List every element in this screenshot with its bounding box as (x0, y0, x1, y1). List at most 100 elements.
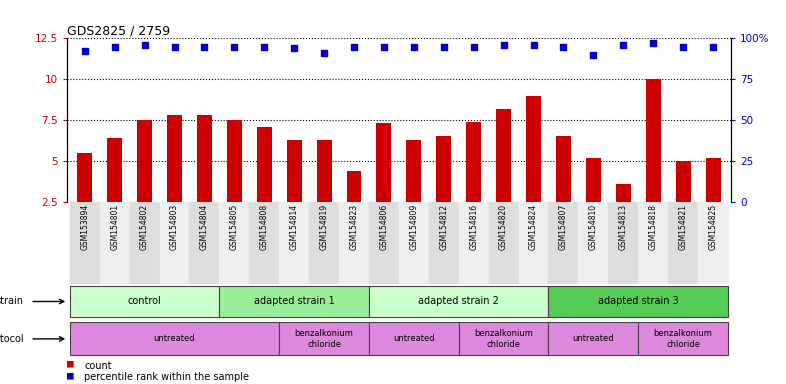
Text: ■: ■ (67, 359, 74, 369)
Bar (556, 136, 571, 242)
Bar (496, 109, 511, 242)
Bar (70, 202, 100, 284)
Bar (668, 202, 698, 284)
Bar (317, 140, 332, 242)
Bar (160, 202, 189, 284)
Point (498, 42, 510, 48)
Bar (197, 115, 212, 242)
Point (347, 43, 360, 50)
Bar (615, 184, 630, 242)
Bar (586, 157, 601, 242)
Bar (519, 202, 549, 284)
Text: GSM154814: GSM154814 (290, 204, 299, 250)
Text: GSM154805: GSM154805 (230, 204, 239, 250)
Bar (676, 161, 691, 242)
Point (318, 50, 330, 56)
Bar (287, 140, 302, 242)
Point (138, 42, 151, 48)
Bar (257, 127, 272, 242)
Bar (466, 122, 481, 242)
Bar (646, 79, 661, 242)
Text: GSM154806: GSM154806 (380, 204, 388, 250)
Bar (249, 202, 279, 284)
Bar (429, 202, 459, 284)
Point (617, 42, 630, 48)
Text: growth protocol: growth protocol (0, 334, 24, 344)
Text: GSM154808: GSM154808 (259, 204, 269, 250)
Bar (549, 202, 578, 284)
Text: GSM154818: GSM154818 (648, 204, 658, 250)
Point (79, 48, 91, 55)
Bar (137, 120, 152, 242)
Text: GSM154809: GSM154809 (410, 204, 418, 250)
Text: GSM154804: GSM154804 (200, 204, 209, 250)
Bar (279, 202, 309, 284)
Bar (309, 202, 339, 284)
Bar (70, 286, 219, 317)
Bar (189, 202, 219, 284)
Text: benzalkonium
chloride: benzalkonium chloride (295, 329, 354, 349)
Text: adapted strain 1: adapted strain 1 (254, 296, 335, 306)
Text: GSM154823: GSM154823 (350, 204, 358, 250)
Point (198, 43, 211, 50)
Bar (459, 323, 549, 355)
Bar (549, 286, 728, 317)
Bar (107, 138, 122, 242)
Bar (219, 202, 249, 284)
Text: adapted strain 2: adapted strain 2 (418, 296, 499, 306)
Point (408, 43, 421, 50)
Text: GDS2825 / 2759: GDS2825 / 2759 (67, 24, 170, 37)
Bar (638, 202, 668, 284)
Bar (339, 202, 369, 284)
Bar (376, 123, 391, 242)
Bar (608, 202, 638, 284)
Bar (549, 323, 638, 355)
Text: GSM154820: GSM154820 (499, 204, 508, 250)
Text: count: count (84, 361, 112, 371)
Text: adapted strain 3: adapted strain 3 (598, 296, 678, 306)
Text: GSM154819: GSM154819 (320, 204, 329, 250)
Text: GSM154816: GSM154816 (469, 204, 478, 250)
Text: control: control (127, 296, 161, 306)
Bar (638, 323, 728, 355)
Text: GSM154821: GSM154821 (678, 204, 688, 250)
Bar (347, 170, 362, 242)
Text: ■: ■ (67, 370, 74, 380)
Text: GSM154801: GSM154801 (110, 204, 119, 250)
Bar (369, 286, 549, 317)
Text: percentile rank within the sample: percentile rank within the sample (84, 372, 249, 382)
Point (438, 43, 450, 50)
Text: strain: strain (0, 296, 24, 306)
Point (677, 43, 689, 50)
Point (647, 40, 659, 46)
Point (288, 45, 300, 51)
Bar (436, 136, 451, 242)
Bar (578, 202, 608, 284)
Bar (167, 115, 182, 242)
Bar (100, 202, 130, 284)
Text: GSM154810: GSM154810 (589, 204, 598, 250)
Bar (399, 202, 429, 284)
Text: GSM154803: GSM154803 (170, 204, 179, 250)
Point (527, 42, 540, 48)
Point (258, 43, 270, 50)
Bar (77, 153, 92, 242)
Text: benzalkonium
chloride: benzalkonium chloride (474, 329, 533, 349)
Text: untreated: untreated (154, 334, 196, 343)
Text: benzalkonium
chloride: benzalkonium chloride (654, 329, 713, 349)
Point (228, 43, 241, 50)
Bar (279, 323, 369, 355)
Bar (698, 202, 728, 284)
Bar (70, 323, 279, 355)
Bar (459, 202, 489, 284)
Bar (706, 157, 721, 242)
Point (707, 43, 719, 50)
Bar (219, 286, 369, 317)
Text: GSM154812: GSM154812 (439, 204, 448, 250)
Text: untreated: untreated (572, 334, 614, 343)
Point (468, 43, 480, 50)
Point (557, 43, 570, 50)
Text: GSM154824: GSM154824 (529, 204, 538, 250)
Point (108, 43, 121, 50)
Bar (130, 202, 160, 284)
